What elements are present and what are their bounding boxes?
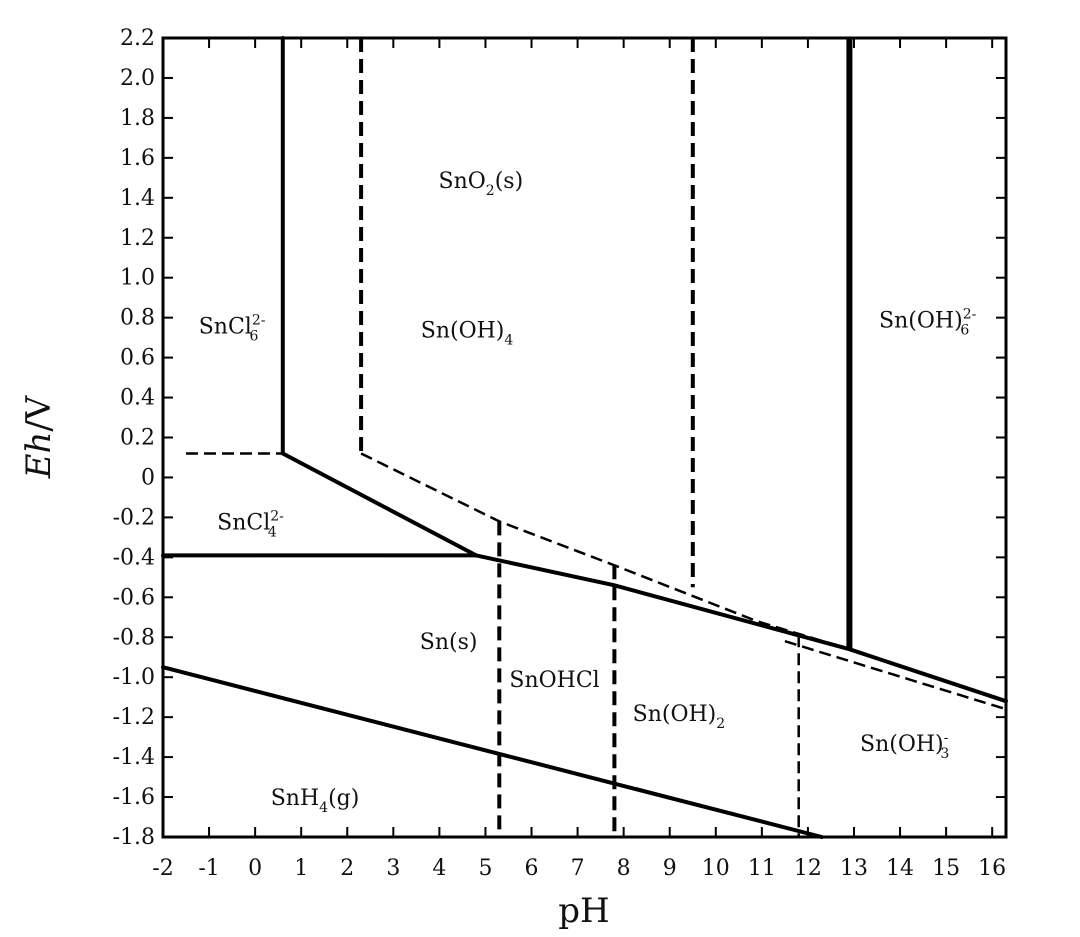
y-tick-label: 2.2 bbox=[120, 26, 155, 51]
region-labels: SnO2(s) Sn(OH)4 SnCl2-6 Sn(OH)2-6 SnCl2-4 Sn(… bbox=[199, 169, 977, 816]
x-tick-label: 14 bbox=[886, 856, 914, 881]
y-tick-label: 0 bbox=[141, 465, 155, 490]
y-tick-label: 1.4 bbox=[120, 186, 155, 211]
region-label: Sn(OH)-3 bbox=[860, 730, 949, 762]
y-tick-label: -0.6 bbox=[113, 585, 155, 610]
boundary-line-1 bbox=[280, 451, 479, 558]
x-tick-label: 4 bbox=[432, 856, 446, 881]
boundary-line-4 bbox=[161, 665, 824, 839]
x-tick-label: 11 bbox=[748, 856, 776, 881]
y-tick-label: -1.4 bbox=[113, 745, 155, 770]
region-label: Sn(OH)2 bbox=[633, 702, 726, 732]
x-tick-label: 13 bbox=[840, 856, 868, 881]
y-tick-label: 1.6 bbox=[120, 146, 155, 171]
y-tick-label: 0.2 bbox=[120, 426, 155, 451]
phase-boundaries bbox=[161, 36, 1008, 839]
x-tick-label: 5 bbox=[478, 856, 492, 881]
y-tick-label: -1.0 bbox=[113, 665, 155, 690]
x-tick-label: 15 bbox=[932, 856, 960, 881]
boundary-line-8 bbox=[784, 640, 1007, 711]
y-tick-label: 0.4 bbox=[120, 386, 155, 411]
plot-frame bbox=[161, 36, 1008, 839]
y-axis-ticks: 2.2 2.0 1.8 1.6 1.4 1.2 1.0 0.8 0.6 0.4 0.2 0 -0.2 -0… bbox=[113, 26, 1006, 850]
y-tick-label: 0.6 bbox=[120, 346, 155, 371]
x-tick-label: 3 bbox=[386, 856, 400, 881]
x-tick-label: 7 bbox=[571, 856, 585, 881]
y-tick-label: -0.8 bbox=[113, 625, 155, 650]
x-tick-label: 16 bbox=[978, 856, 1006, 881]
x-tick-label: 2 bbox=[340, 856, 354, 881]
region-label: SnH4(g) bbox=[271, 786, 360, 816]
y-tick-label: 0.8 bbox=[120, 306, 155, 331]
x-tick-label: 6 bbox=[525, 856, 539, 881]
x-tick-label: 12 bbox=[794, 856, 822, 881]
x-tick-label: 9 bbox=[663, 856, 677, 881]
x-tick-label: 8 bbox=[617, 856, 631, 881]
x-tick-label: -2 bbox=[152, 856, 173, 881]
x-tick-label: 0 bbox=[248, 856, 262, 881]
region-label: SnCl2-4 bbox=[217, 508, 284, 540]
region-label: Sn(OH)2-6 bbox=[879, 307, 977, 339]
y-axis-label-symbol: Eh bbox=[19, 432, 59, 480]
y-tick-label: 1.2 bbox=[120, 226, 155, 251]
boundary-line-7 bbox=[360, 452, 850, 651]
region-label: Sn(OH)4 bbox=[421, 319, 514, 349]
x-axis-ticks: -2 -1 0 1 2 3 4 5 6 7 8 9 10 11 12 13 14 15 16 bbox=[152, 38, 1006, 881]
region-label: SnCl2-6 bbox=[199, 313, 266, 345]
y-tick-label: -0.4 bbox=[113, 545, 155, 570]
y-tick-label: 2.0 bbox=[120, 66, 155, 91]
region-label: Sn(s) bbox=[420, 630, 478, 655]
y-axis-label: Eh/V bbox=[19, 394, 59, 479]
y-tick-label: 1.0 bbox=[120, 266, 155, 291]
x-axis-label: pH bbox=[558, 891, 609, 931]
x-tick-label: 1 bbox=[294, 856, 308, 881]
y-tick-label: -1.2 bbox=[113, 705, 155, 730]
region-label: SnO2(s) bbox=[439, 169, 524, 199]
y-tick-label: -1.6 bbox=[113, 785, 155, 810]
boundary-line-3 bbox=[474, 553, 1008, 704]
y-tick-label: 1.8 bbox=[120, 106, 155, 131]
y-axis-label-unit: /V bbox=[19, 394, 59, 431]
region-label: SnOHCl bbox=[509, 668, 599, 693]
x-tick-label: -1 bbox=[198, 856, 219, 881]
y-tick-label: -0.2 bbox=[113, 505, 155, 530]
y-tick-label: -1.8 bbox=[113, 825, 155, 850]
x-tick-label: 10 bbox=[702, 856, 730, 881]
